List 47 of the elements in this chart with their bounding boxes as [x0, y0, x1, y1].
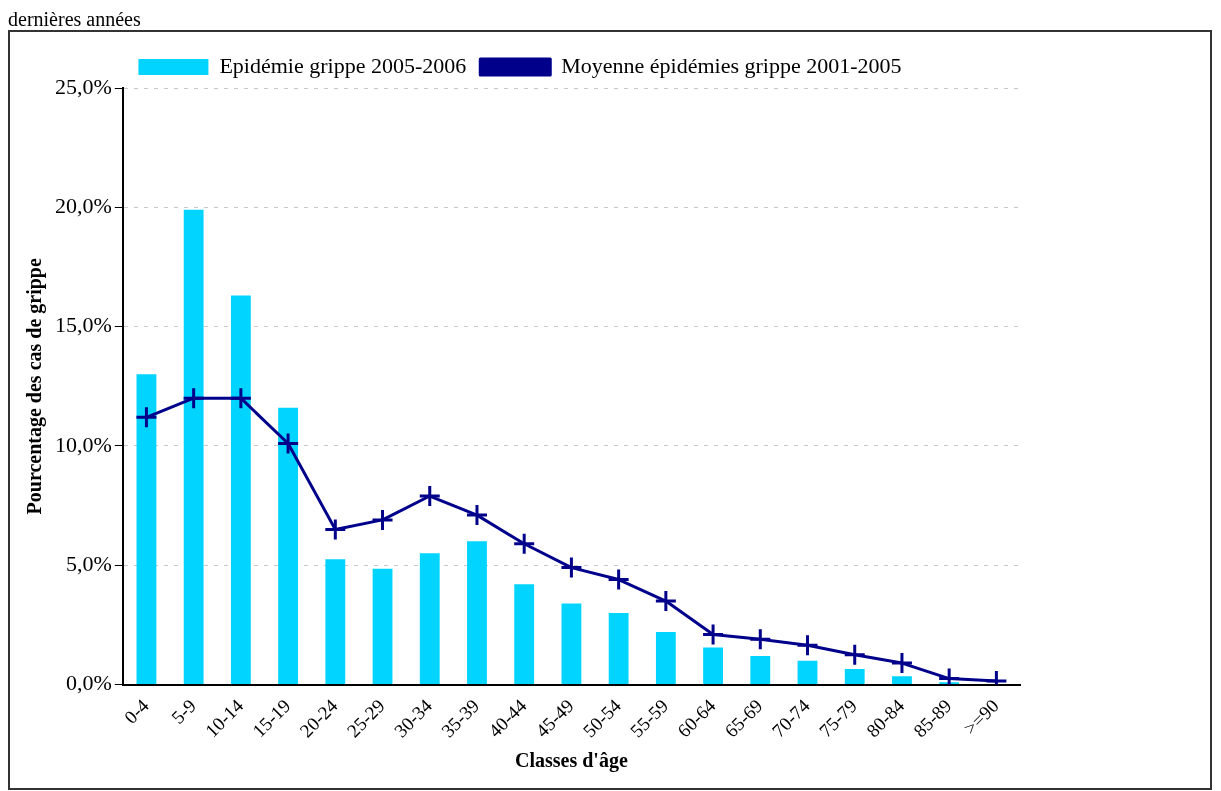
point: [843, 643, 867, 667]
point: [701, 622, 725, 646]
y-tick-label: 0,0%: [66, 670, 112, 696]
point: [418, 484, 442, 508]
y-tick-label: 25,0%: [55, 73, 112, 99]
y-tick-label: 10,0%: [55, 431, 112, 457]
point: [229, 386, 253, 410]
text: dernières années: [8, 8, 142, 30]
point: [134, 405, 158, 429]
bar: [655, 632, 676, 685]
bar: [467, 541, 487, 685]
point: [559, 556, 583, 580]
bar: [514, 584, 535, 685]
bar: [230, 295, 251, 685]
bar: [561, 603, 582, 685]
y-axis-title: Pourcentage des cas de grippe: [23, 258, 47, 515]
point: [654, 589, 678, 613]
point: [748, 627, 772, 651]
point: [607, 568, 631, 592]
point: [371, 508, 395, 532]
x-tick-label: 5-9: [167, 695, 201, 728]
legend-label: Epidémie grippe 2005-2006: [219, 52, 467, 78]
bar: [278, 407, 299, 685]
bar: [325, 559, 346, 685]
y-tick-label: 20,0%: [55, 193, 112, 219]
bar: [892, 676, 912, 685]
bar: [750, 655, 771, 685]
bar: [608, 612, 629, 685]
point: [323, 517, 347, 541]
bar: [844, 669, 865, 685]
bar: [703, 647, 723, 685]
point: [512, 532, 536, 556]
bar: [419, 553, 440, 685]
bar: [797, 660, 818, 685]
point: [276, 432, 300, 456]
x-tick-label: 0-4: [120, 694, 154, 728]
point: [465, 503, 489, 527]
point: [890, 651, 914, 675]
point: [182, 386, 206, 410]
bar: [372, 568, 393, 685]
point: [796, 633, 820, 657]
y-tick-label: 15,0%: [55, 312, 112, 338]
bar: [183, 209, 204, 685]
y-tick-label: 5,0%: [66, 551, 112, 577]
bar: [136, 374, 157, 685]
x-axis-title: Classes d'âge: [515, 749, 628, 773]
legend-label: Moyenne épidémies grippe 2001-2005: [561, 52, 902, 78]
